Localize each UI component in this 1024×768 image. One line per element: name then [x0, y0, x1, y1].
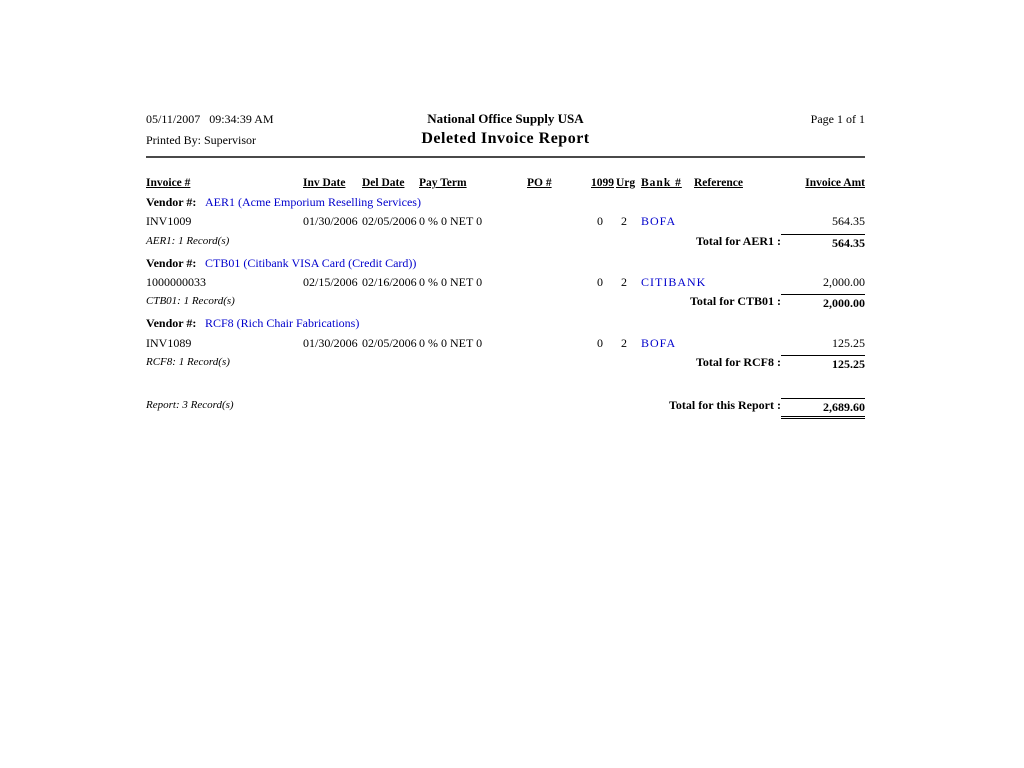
- table-row: INV1009 01/30/2006 02/05/2006 0 % 0 NET …: [146, 214, 865, 229]
- cell-del-date: 02/05/2006: [362, 336, 417, 350]
- vendor-link[interactable]: RCF8 (Rich Chair Fabrications): [205, 316, 360, 330]
- report-total-label: Total for this Report :: [669, 398, 781, 412]
- vendor-record-count: AER1: 1 Record(s): [146, 235, 230, 247]
- cell-pay-term: 0 % 0 NET 0: [419, 214, 483, 228]
- vendor-link[interactable]: CTB01 (Citibank VISA Card (Credit Card)): [205, 256, 417, 270]
- vendor-total-amount: 564.35: [781, 234, 865, 250]
- cell-inv-date: 02/15/2006: [303, 275, 358, 289]
- cell-urg: 2: [621, 336, 627, 350]
- col-header-inv-date: Inv Date: [303, 177, 346, 189]
- cell-urg: 2: [621, 275, 627, 289]
- page-indicator: Page 1 of 1: [810, 112, 865, 126]
- bank-link[interactable]: BOFA: [641, 336, 677, 350]
- col-header-pay-term: Pay Term: [419, 177, 467, 189]
- cell-invoice-number: INV1089: [146, 336, 192, 350]
- cell-inv-date: 01/30/2006: [303, 336, 358, 350]
- col-header-po: PO #: [527, 177, 552, 189]
- column-header-row: Invoice # Inv Date Del Date Pay Term PO …: [146, 176, 865, 191]
- printed-datetime: 05/11/2007 09:34:39 AM: [146, 112, 274, 126]
- bank-link[interactable]: CITIBANK: [641, 275, 707, 289]
- vendor-group-header: Vendor #: AER1 (Acme Emporium Reselling …: [146, 195, 865, 210]
- col-header-invoice-amt: Invoice Amt: [805, 177, 865, 189]
- vendor-total-amount: 2,000.00: [781, 294, 865, 310]
- cell-invoice-amt: 564.35: [832, 214, 865, 228]
- cell-urg: 2: [621, 214, 627, 228]
- vendor-link[interactable]: AER1 (Acme Emporium Reselling Services): [205, 195, 421, 209]
- cell-del-date: 02/16/2006: [362, 275, 417, 289]
- report-total-amount: 2,689.60: [781, 398, 865, 419]
- vendor-record-count: RCF8: 1 Record(s): [146, 356, 230, 368]
- cell-1099: 0: [597, 214, 603, 228]
- col-header-reference: Reference: [694, 177, 743, 189]
- deleted-invoice-report-page: 05/11/2007 09:34:39 AM National Office S…: [146, 0, 865, 768]
- header-divider: [146, 156, 865, 158]
- table-row: INV1089 01/30/2006 02/05/2006 0 % 0 NET …: [146, 336, 865, 351]
- col-header-del-date: Del Date: [362, 177, 405, 189]
- col-header-urg: Urg: [616, 177, 636, 189]
- cell-pay-term: 0 % 0 NET 0: [419, 336, 483, 350]
- vendor-label: Vendor #:: [146, 256, 197, 270]
- vendor-label: Vendor #:: [146, 195, 197, 209]
- cell-1099: 0: [597, 336, 603, 350]
- cell-invoice-amt: 125.25: [832, 336, 865, 350]
- vendor-group-header: Vendor #: CTB01 (Citibank VISA Card (Cre…: [146, 256, 865, 271]
- cell-invoice-number: 1000000033: [146, 275, 206, 289]
- cell-pay-term: 0 % 0 NET 0: [419, 275, 483, 289]
- vendor-total-amount: 125.25: [781, 355, 865, 371]
- cell-del-date: 02/05/2006: [362, 214, 417, 228]
- cell-inv-date: 01/30/2006: [303, 214, 358, 228]
- table-row: 1000000033 02/15/2006 02/16/2006 0 % 0 N…: [146, 275, 865, 290]
- printed-by: Printed By: Supervisor: [146, 133, 256, 147]
- cell-1099: 0: [597, 275, 603, 289]
- vendor-total-label: Total for RCF8 :: [696, 355, 781, 369]
- vendor-subtotal-row: CTB01: 1 Record(s) Total for CTB01 : 2,0…: [146, 294, 865, 310]
- bank-link[interactable]: BOFA: [641, 214, 677, 228]
- cell-invoice-amt: 2,000.00: [823, 275, 865, 289]
- report-record-count: Report: 3 Record(s): [146, 399, 234, 411]
- report-title: Deleted Invoice Report: [421, 130, 590, 147]
- col-header-bank: Bank #: [641, 177, 682, 189]
- col-header-1099: 1099: [591, 177, 614, 189]
- col-header-invoice: Invoice #: [146, 177, 191, 189]
- vendor-subtotal-row: RCF8: 1 Record(s) Total for RCF8 : 125.2…: [146, 355, 865, 371]
- vendor-record-count: CTB01: 1 Record(s): [146, 295, 235, 307]
- company-name: National Office Supply USA: [427, 111, 584, 126]
- report-total-row: Report: 3 Record(s) Total for this Repor…: [146, 398, 865, 419]
- vendor-total-label: Total for CTB01 :: [689, 294, 781, 308]
- vendor-group-header: Vendor #: RCF8 (Rich Chair Fabrications): [146, 316, 865, 331]
- cell-invoice-number: INV1009: [146, 214, 192, 228]
- vendor-subtotal-row: AER1: 1 Record(s) Total for AER1 : 564.3…: [146, 234, 865, 250]
- vendor-total-label: Total for AER1 :: [695, 234, 781, 248]
- vendor-label: Vendor #:: [146, 316, 197, 330]
